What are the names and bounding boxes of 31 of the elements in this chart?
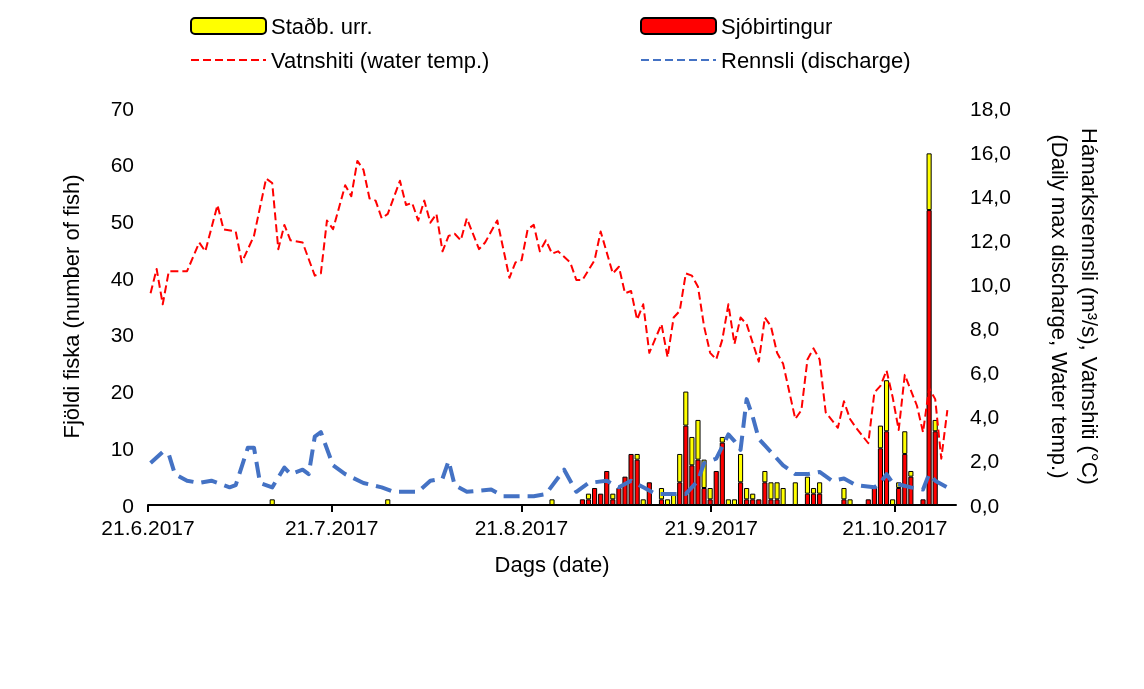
x-tick-label: 21.10.2017	[842, 516, 948, 539]
y-tick-label: 70	[110, 96, 134, 120]
y-tick-label: 40	[110, 266, 134, 290]
y2-tick-label: 6,0	[970, 361, 1000, 385]
legend-label: Staðb. urr.	[271, 13, 373, 39]
y-tick-label: 60	[110, 153, 134, 177]
y-tick-label: 20	[110, 380, 134, 404]
y2-tick-label: 4,0	[970, 405, 1000, 429]
y2-tick-label: 0,0	[970, 493, 1000, 517]
y-tick-label: 30	[110, 323, 134, 347]
y-axis-title: Fjöldi fiska (number of fish)	[58, 174, 84, 439]
line-series	[148, 397, 950, 499]
legend-label: Rennsli (discharge)	[721, 47, 911, 73]
y2-axis-title: Hámarksrennsli (m³/s), Vatnshiti (°C) (Daily max discharge, Water temp.)	[1046, 128, 1102, 485]
y-tick-label: 50	[110, 209, 134, 233]
y2-tick-label: 18,0	[970, 96, 1011, 120]
legend-label: Sjóbirtingur	[721, 13, 833, 39]
x-tick-label: 21.9.2017	[664, 516, 758, 539]
x-axis-title: Dags (date)	[494, 551, 610, 577]
x-tick-label: 21.8.2017	[474, 516, 569, 539]
y-tick-label: 0	[122, 493, 134, 517]
x-tick-label: 21.6.2017	[101, 516, 195, 539]
y2-tick-label: 8,0	[970, 317, 1000, 341]
legend-label: Vatnshiti (water temp.)	[271, 47, 490, 73]
y-tick-label: 10	[110, 436, 134, 460]
y2-tick-label: 12,0	[970, 228, 1011, 252]
y2-tick-label: 2,0	[970, 449, 1000, 473]
x-tick-label: 21.7.2017	[284, 516, 379, 539]
y2-tick-label: 16,0	[970, 140, 1011, 164]
y2-tick-label: 10,0	[970, 272, 1011, 296]
y2-tick-label: 14,0	[970, 184, 1011, 208]
